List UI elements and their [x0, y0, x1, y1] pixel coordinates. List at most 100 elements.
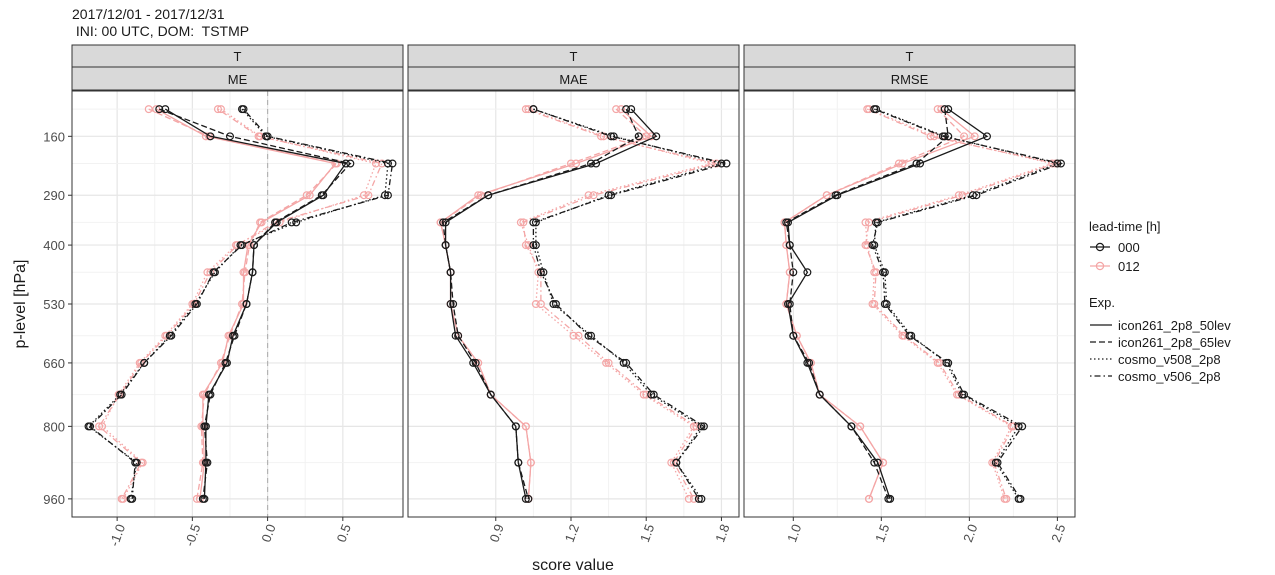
data-point: [140, 358, 149, 367]
data-point: [785, 241, 794, 250]
data-point: [584, 191, 593, 200]
legend-leadtime-title: lead-time [h]: [1089, 219, 1161, 234]
data-point: [684, 494, 693, 503]
legend: lead-time [h] 000 012 Exp.icon261_2p8_50lev…: [1089, 219, 1231, 384]
data-point: [239, 105, 248, 114]
data-point: [474, 358, 483, 367]
data-point: [317, 191, 326, 200]
data-point: [192, 300, 201, 309]
data-point: [982, 132, 991, 141]
data-point: [647, 390, 656, 399]
data-point: [1018, 422, 1027, 431]
data-point: [815, 390, 824, 399]
data-point: [521, 241, 530, 250]
data-point: [161, 105, 170, 114]
series-line: [148, 108, 339, 500]
data-point: [131, 458, 140, 467]
series-line: [864, 108, 1059, 500]
legend-leadtime-label: 012: [1118, 259, 1140, 274]
data-point: [782, 218, 791, 227]
data-point: [446, 268, 455, 277]
data-point: [549, 300, 558, 309]
y-tick-label: 160: [43, 129, 65, 144]
data-point: [242, 300, 251, 309]
figure-title-date-range: 2017/12/01 - 2017/12/31: [72, 6, 225, 22]
data-point: [926, 132, 935, 141]
facet-strip-metric-label: MAE: [559, 72, 588, 87]
data-point: [531, 218, 540, 227]
data-point: [617, 105, 626, 114]
data-point: [213, 105, 222, 114]
data-point: [652, 132, 661, 141]
data-point: [847, 422, 856, 431]
data-point: [200, 422, 209, 431]
data-point: [238, 241, 247, 250]
data-point: [960, 390, 969, 399]
data-point: [722, 159, 731, 168]
data-point: [441, 218, 450, 227]
x-tick-label: 1.2: [562, 522, 582, 544]
legend-experiment-label: cosmo_v506_2p8: [1118, 369, 1221, 384]
facet-strip-metric-label: RMSE: [891, 72, 929, 87]
series-line: [98, 108, 383, 500]
data-point: [1002, 494, 1011, 503]
data-point: [856, 422, 865, 431]
data-point: [944, 358, 953, 367]
data-point: [699, 422, 708, 431]
series-line: [439, 108, 648, 499]
series-line: [783, 108, 966, 500]
data-point: [551, 300, 560, 309]
data-point: [167, 331, 176, 340]
data-point: [566, 159, 575, 168]
data-point: [536, 268, 545, 277]
data-point: [1016, 494, 1025, 503]
panel-rmse: T RMSE 1.0 1.5 2.0 2.5: [743, 44, 1076, 544]
data-point: [870, 105, 879, 114]
data-point: [607, 132, 616, 141]
data-point: [439, 218, 448, 227]
data-point: [531, 300, 540, 309]
data-point: [667, 458, 676, 467]
data-point: [144, 105, 153, 114]
data-point: [692, 422, 701, 431]
data-point: [803, 268, 812, 277]
data-point: [539, 268, 548, 277]
data-point: [612, 105, 621, 114]
data-point: [441, 241, 450, 250]
series-line: [442, 108, 640, 500]
data-point: [868, 241, 877, 250]
data-point: [642, 132, 651, 141]
data-point: [230, 331, 239, 340]
data-point: [521, 494, 530, 503]
data-point: [607, 191, 616, 200]
data-point: [584, 331, 593, 340]
facet-strip-metric: [71, 66, 404, 91]
data-point: [192, 494, 201, 503]
data-point: [86, 422, 95, 431]
data-point: [805, 358, 814, 367]
data-point: [446, 300, 455, 309]
data-point: [203, 458, 212, 467]
x-tick-label: 0.9: [487, 522, 507, 544]
facet-strip-top-label: T: [906, 49, 914, 64]
y-tick-label: 800: [43, 419, 65, 434]
data-point: [789, 331, 798, 340]
data-point: [689, 494, 698, 503]
data-point: [574, 331, 583, 340]
data-point: [206, 132, 215, 141]
data-point: [879, 458, 888, 467]
data-point: [155, 105, 164, 114]
series-line: [532, 108, 727, 500]
data-point: [524, 494, 533, 503]
data-point: [371, 159, 380, 168]
facet-strip-top-label: T: [234, 49, 242, 64]
series-line: [873, 108, 1060, 500]
facet-strip-metric-label: ME: [228, 72, 248, 87]
data-point: [697, 494, 706, 503]
data-point: [256, 218, 265, 227]
data-point: [524, 105, 533, 114]
x-tick-label: 1.5: [637, 522, 657, 544]
data-point: [486, 390, 495, 399]
x-tick-label: 2.0: [960, 522, 980, 544]
data-point: [694, 494, 703, 503]
